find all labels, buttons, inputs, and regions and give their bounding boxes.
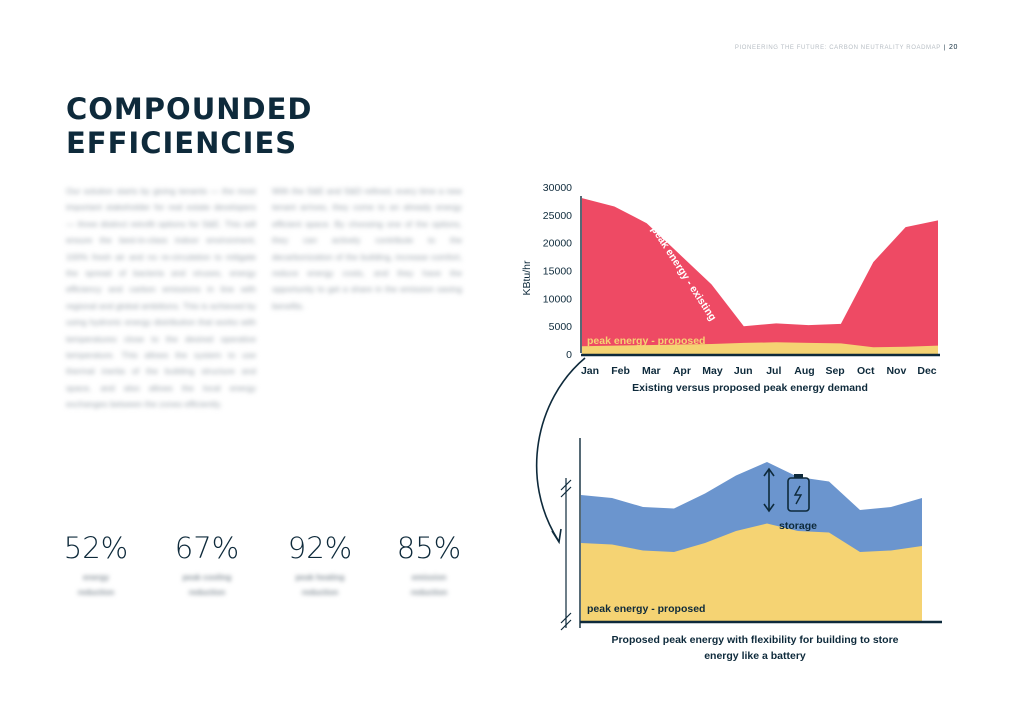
- page-number: 20: [949, 44, 958, 51]
- stat-label: peak heating reduction: [295, 573, 345, 597]
- stat-value: 85%: [396, 531, 462, 565]
- series-label-proposed: peak energy - proposed: [587, 335, 705, 347]
- storage-arrowheads: [763, 467, 775, 513]
- stat-peak-cooling: 67% peak cooling reduction: [162, 530, 252, 600]
- x-tick-label: Nov: [886, 365, 906, 377]
- y-tick-label: 30000: [543, 182, 572, 194]
- y-tick-label: 25000: [543, 210, 572, 222]
- chart-title: Existing versus proposed peak energy dem…: [632, 382, 868, 394]
- header-separator: |: [943, 45, 946, 51]
- chart-caption-line1: Proposed peak energy with flexibility fo…: [611, 634, 898, 646]
- x-tick-label: Apr: [673, 365, 691, 377]
- y-tick-label: 5000: [549, 321, 573, 333]
- y-tick-label: 15000: [543, 266, 572, 278]
- y-axis-label: KBtu/hr: [521, 260, 533, 296]
- stat-emission: 85% emission reduction: [384, 530, 474, 600]
- area-proposed: [581, 523, 922, 621]
- connector-arrowhead: [551, 528, 562, 545]
- stat-label: emission reduction: [410, 573, 448, 597]
- storage-label: storage: [779, 520, 817, 532]
- stat-label: peak cooling reduction: [182, 573, 232, 597]
- y-tick-labels: 0 5000 10000 15000 20000 25000 30000: [543, 182, 572, 361]
- series-label-proposed: peak energy - proposed: [587, 603, 705, 615]
- stat-peak-heating: 92% peak heating reduction: [275, 530, 365, 600]
- y-tick-label: 10000: [543, 293, 572, 305]
- x-tick-label: Mar: [642, 365, 661, 377]
- x-tick-label: Jul: [766, 365, 781, 377]
- x-tick-label: Aug: [794, 365, 814, 377]
- axis-break-mark: [560, 479, 572, 498]
- x-tick-label: Feb: [611, 365, 630, 377]
- x-tick-label: Oct: [857, 365, 875, 377]
- page-title-line2: EFFICIENCIES: [66, 126, 298, 160]
- stat-value: 52%: [63, 531, 129, 565]
- chart-proposed-with-storage: storage peak energy - proposed Proposed …: [560, 438, 942, 662]
- x-tick-label: Sep: [825, 365, 844, 377]
- x-tick-label: Jan: [581, 365, 599, 377]
- body-text-column-2: With the S&E and S&D refined, every time…: [272, 186, 462, 311]
- stat-label: energy reduction: [77, 573, 115, 597]
- body-text-column-1: Our solution starts by giving tenants — …: [66, 186, 256, 410]
- area-existing: [582, 198, 938, 354]
- running-header: PIONEERING THE FUTURE: CARBON NEUTRALITY…: [735, 44, 958, 51]
- connector-arrow: [535, 357, 586, 541]
- page-title: COMPOUNDED EFFICIENCIES: [66, 92, 312, 160]
- stat-value: 92%: [287, 531, 353, 565]
- stat-value: 67%: [174, 531, 240, 565]
- x-tick-label: Dec: [917, 365, 936, 377]
- axis-break-mark: [560, 612, 572, 631]
- running-title: PIONEERING THE FUTURE: CARBON NEUTRALITY…: [734, 45, 941, 51]
- x-tick-label: Jun: [734, 365, 753, 377]
- page-title-line1: COMPOUNDED: [66, 92, 313, 126]
- x-tick-label: May: [702, 365, 723, 377]
- area-proposed: [582, 342, 938, 354]
- y-tick-label: 20000: [543, 238, 572, 250]
- y-tick-label: 0: [566, 349, 572, 361]
- chart-existing-vs-proposed: 0 5000 10000 15000 20000 25000 30000 Jan Feb Mar…: [521, 182, 940, 394]
- x-tick-labels: Jan Feb Mar Apr May Jun Jul Aug Sep Oct Nov Dec: [581, 365, 937, 377]
- chart-caption-line2: energy like a battery: [704, 650, 806, 662]
- battery-icon: [787, 474, 810, 512]
- stat-energy: 52% energy reduction: [51, 530, 141, 600]
